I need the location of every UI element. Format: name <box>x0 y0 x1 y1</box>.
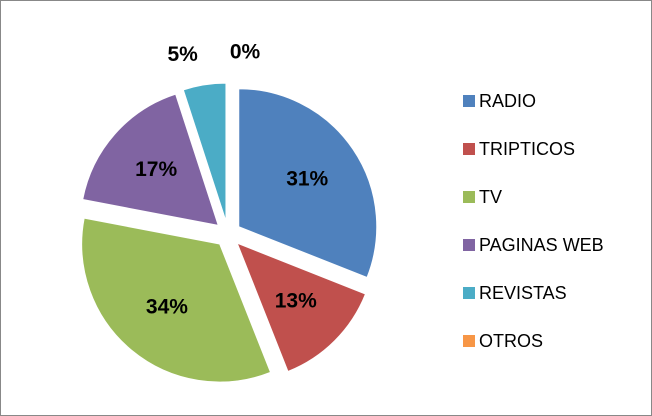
data-label: 31% <box>286 168 328 191</box>
legend-label: PAGINAS WEB <box>479 235 604 255</box>
legend-label: REVISTAS <box>479 283 567 303</box>
pie-slice <box>81 217 272 383</box>
pie-slice <box>182 82 227 222</box>
data-label: 13% <box>275 289 317 312</box>
legend-swatch <box>463 287 475 299</box>
legend-label: TRIPTICOS <box>479 139 575 159</box>
pie-slice <box>236 242 367 373</box>
legend-swatch <box>463 335 475 347</box>
legend-swatch <box>463 95 475 107</box>
data-label: 17% <box>135 158 177 181</box>
legend-label: OTROS <box>479 331 543 351</box>
data-label: 0% <box>230 41 261 64</box>
legend-swatch <box>463 239 475 251</box>
pie-slice <box>82 93 219 227</box>
pie-slice <box>238 88 378 279</box>
legend-label: RADIO <box>479 91 536 111</box>
legend-label: TV <box>479 187 502 207</box>
legend-swatch <box>463 143 475 155</box>
data-label: 34% <box>146 295 188 318</box>
data-label: 5% <box>168 43 199 66</box>
legend-swatch <box>463 191 475 203</box>
